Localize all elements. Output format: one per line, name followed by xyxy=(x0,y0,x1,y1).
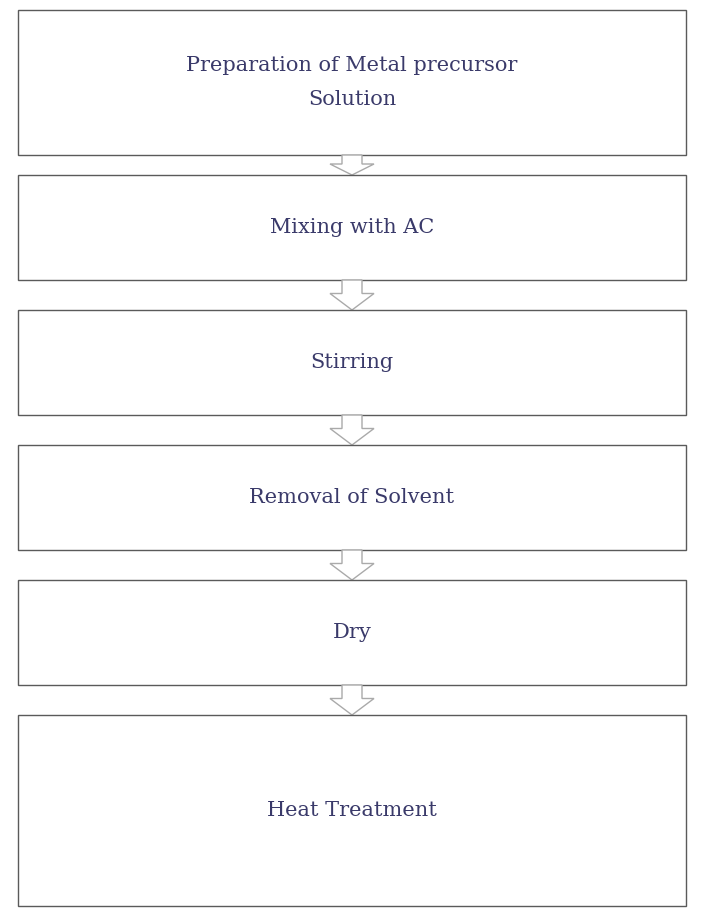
Polygon shape xyxy=(330,280,374,310)
Polygon shape xyxy=(330,415,374,445)
Text: Heat Treatment: Heat Treatment xyxy=(267,801,437,820)
Polygon shape xyxy=(330,155,374,175)
Text: Preparation of Metal precursor
Solution: Preparation of Metal precursor Solution xyxy=(187,56,517,109)
Bar xyxy=(18,715,686,906)
Text: Mixing with AC: Mixing with AC xyxy=(270,218,434,237)
Bar xyxy=(18,310,686,415)
Polygon shape xyxy=(330,685,374,715)
Bar xyxy=(18,10,686,155)
Polygon shape xyxy=(330,550,374,580)
Bar xyxy=(18,580,686,685)
Text: Dry: Dry xyxy=(332,623,372,642)
Text: Stirring: Stirring xyxy=(310,353,394,372)
Bar xyxy=(18,445,686,550)
Bar xyxy=(18,175,686,280)
Text: Removal of Solvent: Removal of Solvent xyxy=(249,488,455,507)
